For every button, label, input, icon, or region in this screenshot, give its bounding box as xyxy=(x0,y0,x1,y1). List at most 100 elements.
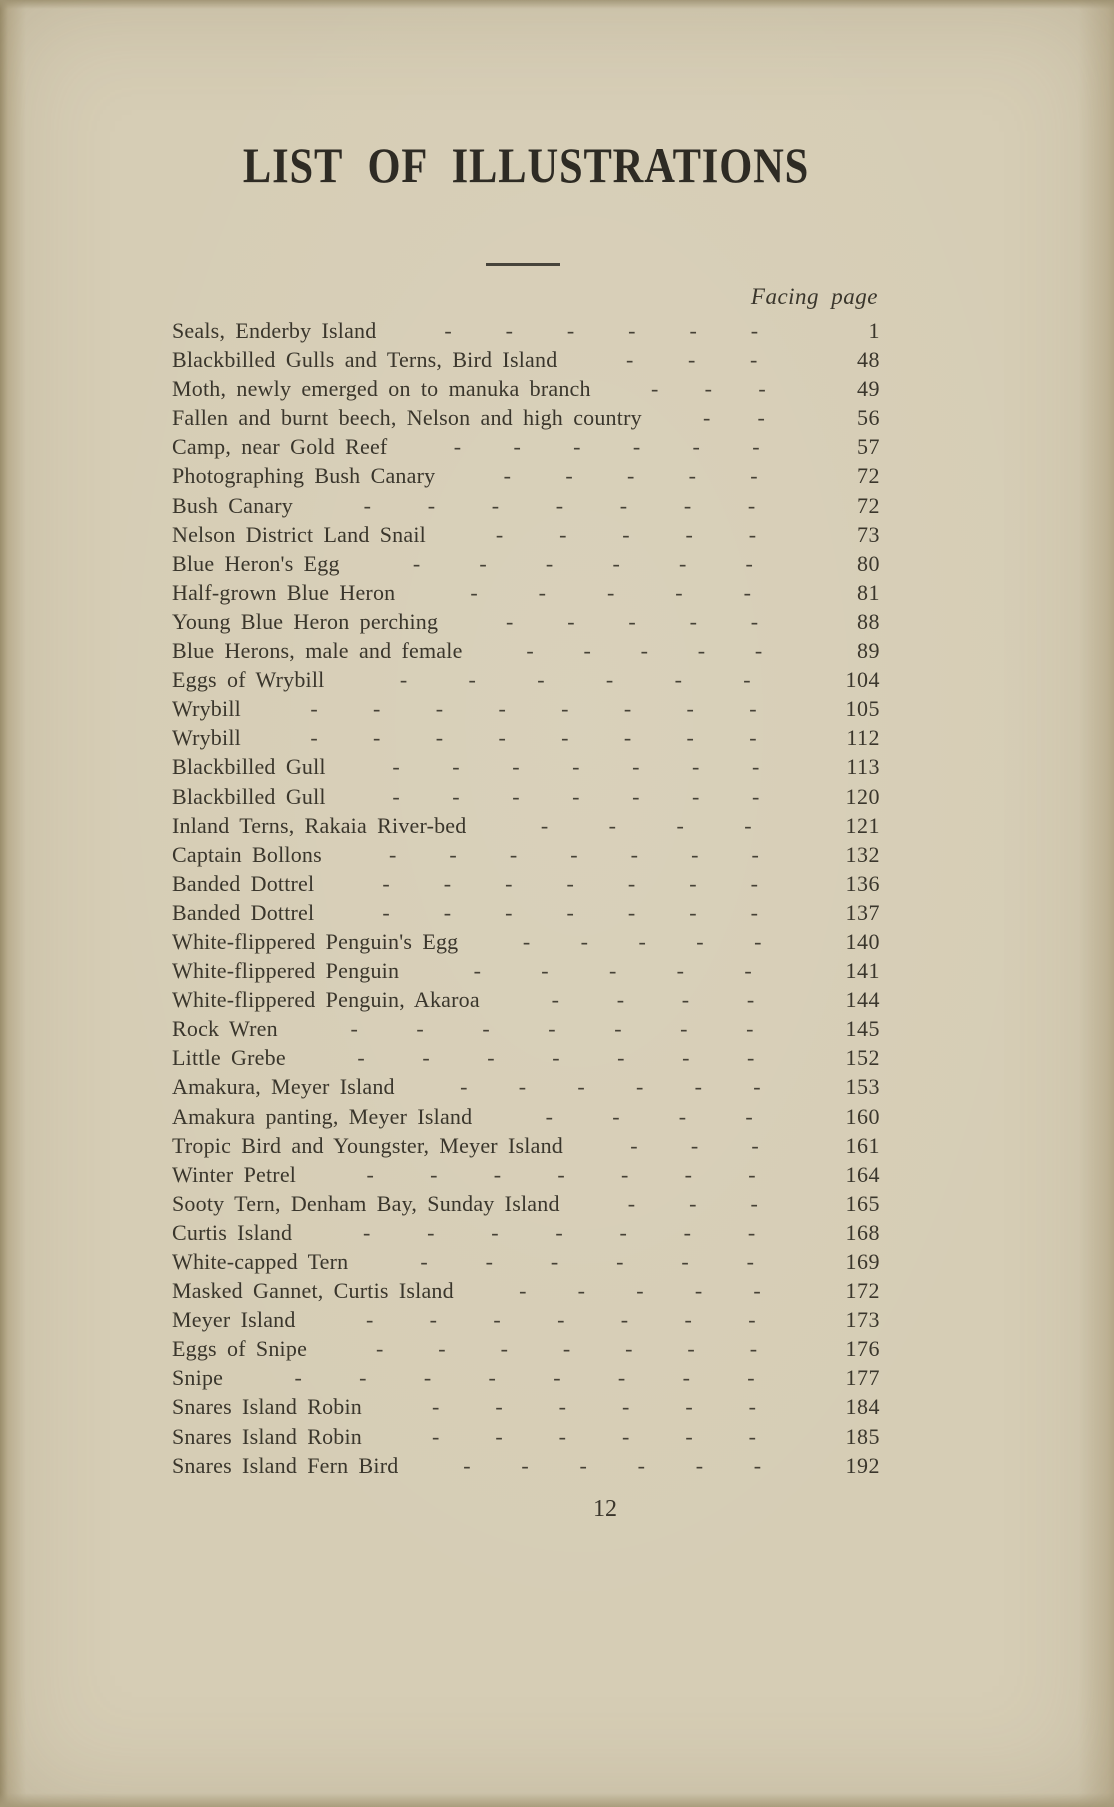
leader-dash: - xyxy=(573,434,581,460)
leader-dash: - xyxy=(750,463,758,489)
dash-leader: ------ xyxy=(398,1451,816,1480)
leader-dash: - xyxy=(540,812,549,838)
leader-dash: - xyxy=(526,638,534,664)
leader-dash: - xyxy=(310,696,318,722)
leader-dash: - xyxy=(538,579,546,605)
leader-dash: - xyxy=(743,667,751,693)
leader-dash: - xyxy=(561,725,569,751)
leader-dash: - xyxy=(758,376,766,402)
leader-dash: - xyxy=(493,1161,502,1187)
list-item: Blackbilled Gull - - - - - - - 113 xyxy=(172,752,880,781)
leader-dash: - xyxy=(382,870,390,896)
dash-leader: ------ xyxy=(387,432,816,461)
leader-dash: - xyxy=(430,1161,438,1187)
leader-dash: - xyxy=(537,667,545,693)
entry-title: Blue Heron's Egg xyxy=(172,550,340,576)
entry-title: Wrybill xyxy=(172,696,241,722)
leader-dash: - xyxy=(519,1278,527,1304)
leader-dash: - xyxy=(432,1423,440,1449)
leader-dash: - xyxy=(577,1074,585,1100)
dash-leader: ----- xyxy=(426,520,816,549)
entry-title: Tropic Bird and Youngster, Meyer Island xyxy=(172,1132,563,1158)
leader-dash: - xyxy=(745,1103,753,1129)
leader-dash: - xyxy=(548,1016,556,1042)
leader-dash: - xyxy=(750,1190,758,1216)
leader-dash: - xyxy=(567,608,575,634)
leader-dash: - xyxy=(748,521,757,547)
leader-dash: - xyxy=(566,899,574,925)
list-item: Winter Petrel - - - - - - - 164 xyxy=(172,1160,880,1189)
leader-dash: - xyxy=(512,754,520,780)
list-item: Sooty Tern, Denham Bay, Sunday Island - - -… xyxy=(172,1189,880,1218)
leader-dash: - xyxy=(412,550,421,576)
leader-dash: - xyxy=(468,667,476,693)
leader-dash: - xyxy=(580,928,588,954)
leader-dash: - xyxy=(621,1161,629,1187)
entry-page-number: 48 xyxy=(857,347,880,373)
dash-leader: ------ xyxy=(395,1072,816,1101)
leader-dash: - xyxy=(746,1016,754,1042)
leader-dash: - xyxy=(751,1132,759,1158)
entry-title: Bush Canary xyxy=(172,492,293,518)
leader-dash: - xyxy=(427,1219,435,1245)
leader-dash: - xyxy=(565,463,573,489)
leader-dash: - xyxy=(686,725,694,751)
leader-dash: - xyxy=(382,899,390,925)
leader-dash: - xyxy=(753,1074,761,1100)
leader-dash: - xyxy=(570,841,578,867)
leader-dash: - xyxy=(626,463,635,489)
leader-dash: - xyxy=(622,1394,630,1420)
leader-dash: - xyxy=(623,725,632,751)
leader-dash: - xyxy=(747,1219,756,1245)
entry-page-number: 144 xyxy=(845,987,880,1013)
leader-dash: - xyxy=(752,434,760,460)
entry-page-number: 184 xyxy=(845,1394,880,1420)
leader-dash: - xyxy=(689,870,697,896)
leader-dash: - xyxy=(636,1278,644,1304)
leader-dash: - xyxy=(505,899,513,925)
list-item: Eggs of Wrybill - - - - - - 104 xyxy=(172,665,880,694)
leader-dash: - xyxy=(743,579,751,605)
leader-dash: - xyxy=(626,347,634,373)
leader-dash: - xyxy=(616,987,625,1013)
leader-dash: - xyxy=(493,1307,501,1333)
dash-leader: ------- xyxy=(293,491,816,520)
leader-dash: - xyxy=(545,1103,553,1129)
leader-dash: - xyxy=(373,696,381,722)
leader-dash: - xyxy=(365,1307,374,1333)
dash-leader: ---- xyxy=(472,1102,816,1131)
entry-page-number: 177 xyxy=(845,1365,880,1391)
entry-page-number: 140 xyxy=(845,928,880,954)
leader-dash: - xyxy=(362,1219,371,1245)
list-item: Little Grebe - - - - - - - 152 xyxy=(172,1043,880,1072)
leader-dash: - xyxy=(753,1278,761,1304)
leader-dash: - xyxy=(754,928,762,954)
leader-dash: - xyxy=(744,958,752,984)
leader-dash: - xyxy=(583,638,591,664)
list-item: White-flippered Penguin's Egg - - - - - 140 xyxy=(172,927,880,956)
leader-dash: - xyxy=(747,1365,755,1391)
leader-dash: - xyxy=(683,492,692,518)
leader-dash: - xyxy=(545,550,554,576)
leader-dash: - xyxy=(751,841,759,867)
leader-dash: - xyxy=(495,1423,503,1449)
leader-dash: - xyxy=(518,1074,527,1100)
leader-dash: - xyxy=(690,1132,699,1158)
leader-dash: - xyxy=(749,696,757,722)
entry-title: Nelson District Land Snail xyxy=(172,521,426,547)
leader-dash: - xyxy=(392,783,400,809)
leader-dash: - xyxy=(509,841,518,867)
entry-title: Fallen and burnt beech, Nelson and high … xyxy=(172,405,642,431)
leader-dash: - xyxy=(688,463,696,489)
leader-dash: - xyxy=(686,696,694,722)
entry-title: Winter Petrel xyxy=(172,1161,297,1187)
dash-leader: ------- xyxy=(286,1043,816,1072)
dash-leader: ----- xyxy=(399,956,816,985)
list-item: Blackbilled Gulls and Terns, Bird Island… xyxy=(172,345,880,374)
leader-dash: - xyxy=(628,318,636,343)
leader-dash: - xyxy=(748,1307,756,1333)
leader-dash: - xyxy=(630,841,638,867)
entry-title: Blue Herons, male and female xyxy=(172,638,463,664)
leader-dash: - xyxy=(357,1045,365,1071)
leader-dash: - xyxy=(702,405,711,431)
